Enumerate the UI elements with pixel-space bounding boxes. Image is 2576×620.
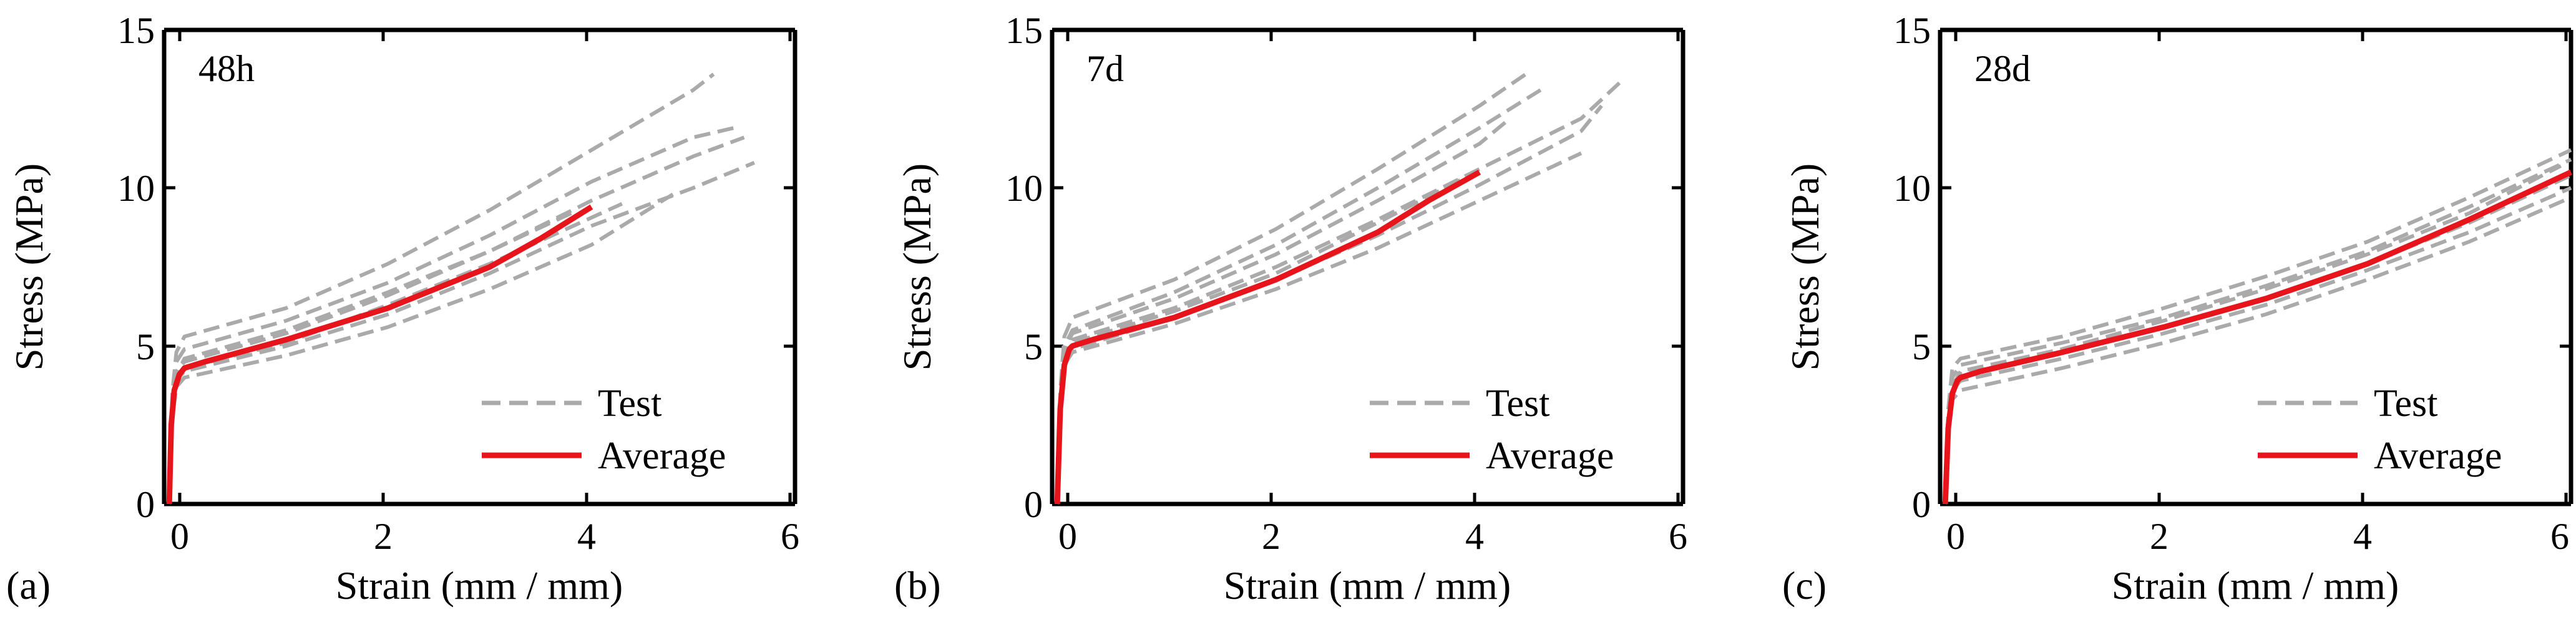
panel-c: 0 2 4 6 0 5 10 15 Strain (mm / mm) Stres… bbox=[1782, 10, 2574, 608]
average-series-line bbox=[1942, 169, 2572, 505]
panel-b-annotation: 7d bbox=[1086, 48, 1124, 89]
panel-c-legend: Test Average bbox=[2258, 382, 2502, 477]
panel-a-ytick-label: 10 bbox=[117, 168, 155, 209]
legend-average-label: Average bbox=[1486, 435, 1614, 477]
test-series-line bbox=[1055, 69, 1532, 505]
average-series-line bbox=[166, 204, 593, 505]
legend-test-label: Test bbox=[1486, 382, 1549, 425]
panel-b-xtick-label: 4 bbox=[1465, 516, 1484, 557]
panel-b-gridmarks bbox=[1050, 27, 1686, 506]
panel-b-ytick-label: 10 bbox=[1005, 168, 1043, 209]
panel-b-ytick-label: 0 bbox=[1024, 484, 1043, 525]
panel-c-xtick-label: 0 bbox=[1946, 516, 1965, 557]
panel-c-ytick-label: 0 bbox=[1912, 484, 1931, 525]
test-series-line bbox=[1943, 148, 2572, 505]
panel-a-ytick-label: 15 bbox=[117, 10, 155, 51]
panel-a-ylabel: Stress (MPa) bbox=[7, 163, 51, 371]
panel-a-xtick-label: 2 bbox=[374, 516, 393, 557]
panel-b-series-layer bbox=[1054, 69, 1624, 505]
panel-b-legend: Test Average bbox=[1370, 382, 1614, 477]
panel-c-ytick-label: 15 bbox=[1893, 10, 1931, 51]
panel-c-xtick-label: 4 bbox=[2353, 516, 2372, 557]
panel-a-xtick-label: 0 bbox=[170, 516, 189, 557]
panel-c-ytick-label: 10 bbox=[1893, 168, 1931, 209]
test-series-line bbox=[1055, 117, 1511, 505]
panel-c-label: (c) bbox=[1782, 563, 1827, 608]
panel-c-ytick-label: 5 bbox=[1912, 326, 1931, 367]
panel-c-xtick-label: 2 bbox=[2150, 516, 2169, 557]
panel-a-xtick-label: 6 bbox=[781, 516, 799, 557]
panel-a-xtick-label: 4 bbox=[577, 516, 596, 557]
panel-a-xlabel: Strain (mm / mm) bbox=[336, 563, 623, 608]
panel-b-label: (b) bbox=[894, 563, 941, 608]
legend-test-label: Test bbox=[2374, 382, 2437, 425]
panel-c-series-layer bbox=[1942, 148, 2572, 505]
legend-average-label: Average bbox=[2374, 435, 2502, 477]
panel-a-ytick-label: 0 bbox=[136, 484, 155, 525]
panel-a-ytick-label: 5 bbox=[136, 326, 155, 367]
panel-b-xtick-label: 2 bbox=[1262, 516, 1281, 557]
panel-b-xtick-label: 6 bbox=[1669, 516, 1687, 557]
panel-b-xlabel: Strain (mm / mm) bbox=[1224, 563, 1511, 608]
panel-a: 0 2 4 6 0 5 10 15 Strain (mm / mm) Stres… bbox=[6, 10, 799, 608]
panel-b-xtick-label: 0 bbox=[1058, 516, 1077, 557]
panel-b: 0 2 4 6 0 5 10 15 Strain (mm / mm) Stres… bbox=[894, 10, 1687, 608]
panel-b-ytick-label: 5 bbox=[1024, 326, 1043, 367]
panel-c-xtick-label: 6 bbox=[2550, 516, 2569, 557]
panel-b-ytick-label: 15 bbox=[1005, 10, 1043, 51]
average-series-line bbox=[1054, 170, 1481, 505]
panel-a-series-layer bbox=[166, 72, 755, 505]
panel-a-annotation: 48h bbox=[198, 48, 255, 89]
panel-c-xlabel: Strain (mm / mm) bbox=[2112, 563, 2399, 608]
panel-c-annotation: 28d bbox=[1974, 48, 2031, 89]
panel-a-label: (a) bbox=[6, 563, 51, 608]
panel-c-ylabel: Stress (MPa) bbox=[1783, 163, 1827, 371]
legend-average-label: Average bbox=[598, 435, 726, 477]
panel-a-legend: Test Average bbox=[482, 382, 726, 477]
panel-b-ylabel: Stress (MPa) bbox=[895, 163, 939, 371]
panel-c-gridmarks bbox=[1938, 27, 2574, 506]
legend-test-label: Test bbox=[598, 382, 661, 425]
